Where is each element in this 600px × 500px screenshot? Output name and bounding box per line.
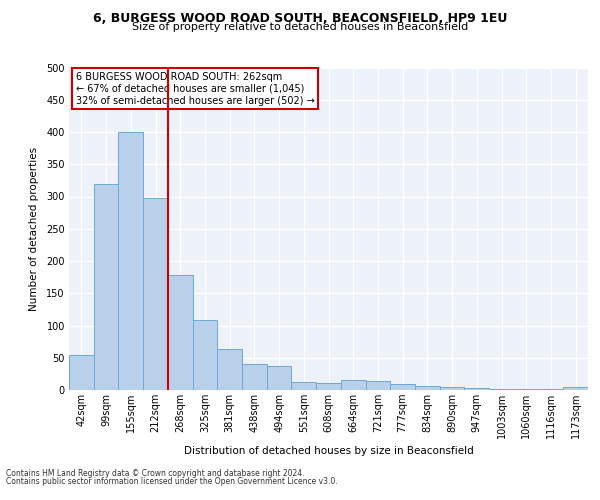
Bar xyxy=(365,381,390,390)
Text: Size of property relative to detached houses in Beaconsfield: Size of property relative to detached ho… xyxy=(132,22,468,32)
Bar xyxy=(242,364,267,390)
Bar xyxy=(118,132,143,390)
Text: Contains HM Land Registry data © Crown copyright and database right 2024.: Contains HM Land Registry data © Crown c… xyxy=(6,468,305,477)
Bar xyxy=(292,382,316,390)
Bar xyxy=(143,198,168,390)
Y-axis label: Number of detached properties: Number of detached properties xyxy=(29,146,39,311)
Bar xyxy=(193,320,217,390)
Bar xyxy=(341,380,365,390)
Bar xyxy=(217,350,242,390)
Bar xyxy=(69,354,94,390)
Bar xyxy=(390,384,415,390)
Bar xyxy=(440,387,464,390)
Bar xyxy=(267,366,292,390)
Bar xyxy=(415,386,440,390)
X-axis label: Distribution of detached houses by size in Beaconsfield: Distribution of detached houses by size … xyxy=(184,446,473,456)
Bar xyxy=(489,388,514,390)
Text: 6 BURGESS WOOD ROAD SOUTH: 262sqm
← 67% of detached houses are smaller (1,045)
3: 6 BURGESS WOOD ROAD SOUTH: 262sqm ← 67% … xyxy=(76,72,314,106)
Bar xyxy=(464,388,489,390)
Bar xyxy=(94,184,118,390)
Text: Contains public sector information licensed under the Open Government Licence v3: Contains public sector information licen… xyxy=(6,477,338,486)
Text: 6, BURGESS WOOD ROAD SOUTH, BEACONSFIELD, HP9 1EU: 6, BURGESS WOOD ROAD SOUTH, BEACONSFIELD… xyxy=(93,12,507,26)
Bar xyxy=(563,388,588,390)
Bar xyxy=(168,275,193,390)
Bar xyxy=(316,383,341,390)
